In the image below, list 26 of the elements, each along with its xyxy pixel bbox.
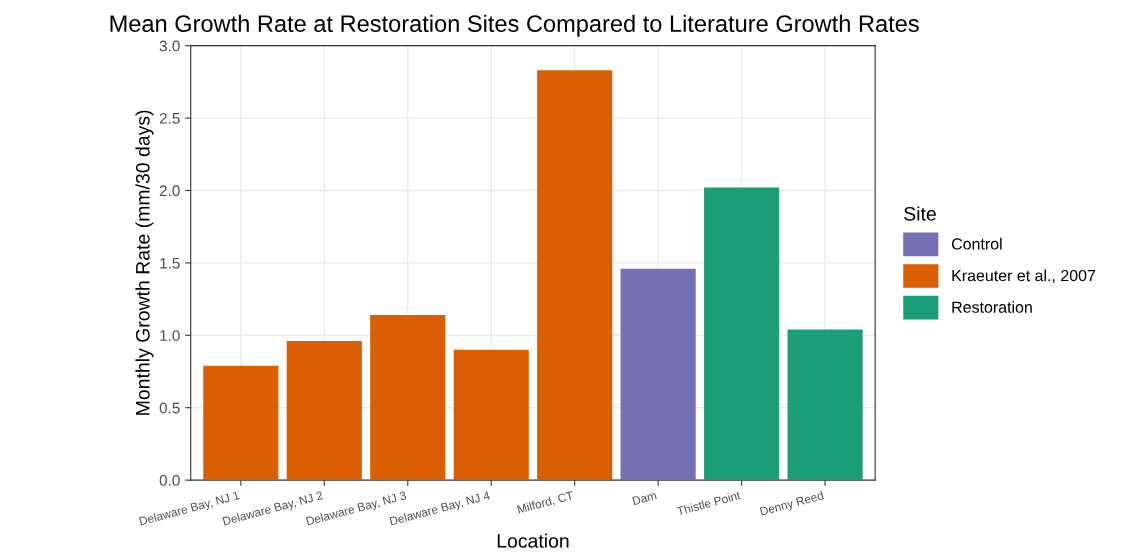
legend-title: Site bbox=[904, 206, 936, 221]
y-tick-label: 3.0 bbox=[159, 40, 180, 52]
x-tick-label: Thistle Point bbox=[676, 490, 741, 516]
bar bbox=[537, 70, 613, 481]
x-tick-label: Denny Reed bbox=[759, 490, 825, 518]
x-axis-title: Location bbox=[497, 533, 569, 548]
legend-label: Control bbox=[951, 237, 1002, 250]
y-tick-label: 2.5 bbox=[159, 112, 180, 124]
legend-label: Kraeuter et al., 2007 bbox=[952, 269, 1096, 284]
bar bbox=[370, 315, 446, 481]
y-tick-label: 2.0 bbox=[159, 185, 180, 197]
bar bbox=[787, 329, 863, 481]
bar bbox=[620, 268, 696, 481]
x-tick-label: Milford, CT bbox=[517, 490, 575, 515]
y-tick-label: 0.5 bbox=[159, 402, 180, 414]
bar bbox=[704, 187, 780, 481]
bar bbox=[203, 365, 279, 481]
y-tick-label: 1.0 bbox=[160, 330, 180, 341]
bar bbox=[453, 349, 529, 481]
legend-label: Restoration bbox=[952, 301, 1032, 313]
bar bbox=[286, 341, 362, 481]
y-axis-title: Monthly Growth Rate (mm/30 days) bbox=[135, 110, 154, 415]
x-tick-label: Dam bbox=[632, 491, 657, 506]
y-tick-label: 0.0 bbox=[159, 475, 180, 486]
chart-title: Mean Growth Rate at Restoration Sites Compared to Literature Growth Rates bbox=[110, 14, 919, 37]
y-tick-label: 1.5 bbox=[160, 257, 180, 269]
